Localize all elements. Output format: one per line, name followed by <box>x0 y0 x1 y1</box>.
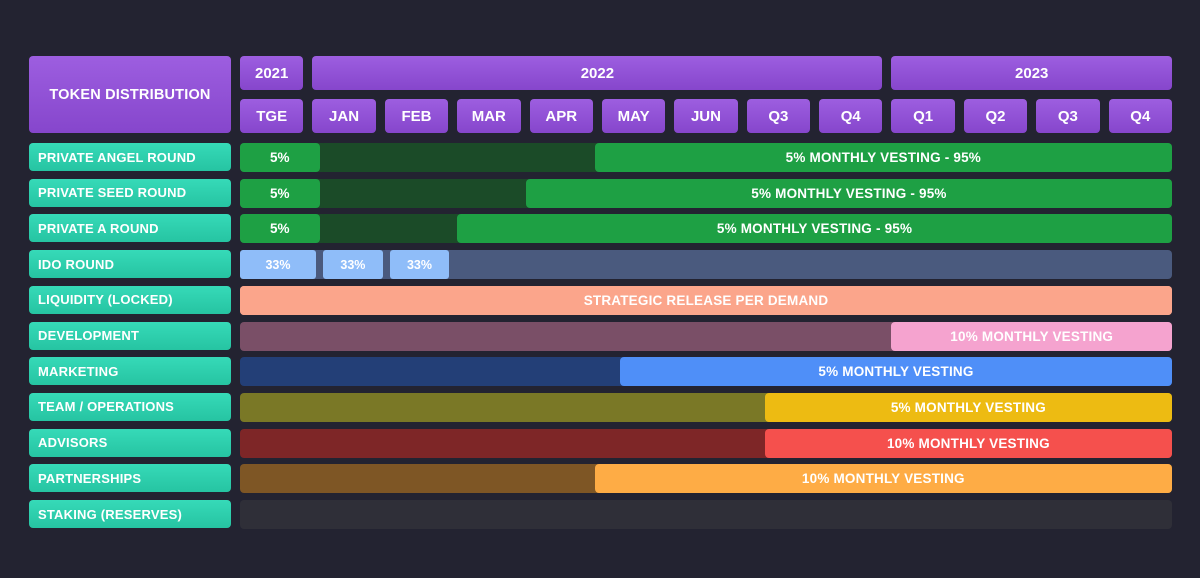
row-track-staking-reserves <box>240 500 1172 529</box>
row-segment-development-0: 10% MONTHLY VESTING <box>891 321 1172 351</box>
row-segment-liquidity-locked-0: STRATEGIC RELEASE PER DEMAND <box>240 285 1172 315</box>
year-header-2022: 2022 <box>312 56 883 90</box>
period-header-mar-3: MAR <box>457 99 521 133</box>
row-label-private-seed-round: PRIVATE SEED ROUND <box>29 178 231 207</box>
row-segment-marketing-0: 5% MONTHLY VESTING <box>620 357 1172 387</box>
row-label-private-angel-round: PRIVATE ANGEL ROUND <box>29 143 231 171</box>
period-header-q4-12: Q4 <box>1108 99 1172 133</box>
period-header-tge-0: TGE <box>240 99 304 133</box>
row-segment-private-a-round-2: 5% MONTHLY VESTING - 95% <box>457 214 1172 244</box>
period-header-q1-9: Q1 <box>891 99 955 133</box>
year-header-2023: 2023 <box>891 56 1172 90</box>
row-label-liquidity-locked: LIQUIDITY (LOCKED) <box>29 285 231 314</box>
row-segment-private-angel-round-0: 5% <box>240 143 320 172</box>
row-label-development: DEVELOPMENT <box>29 321 231 350</box>
chart-title: TOKEN DISTRIBUTION <box>29 56 231 133</box>
row-segment-ido-round-1: 33% <box>323 250 383 280</box>
period-header-apr-4: APR <box>529 99 593 133</box>
row-segment-private-seed-round-2: 5% MONTHLY VESTING - 95% <box>525 178 1172 208</box>
period-header-q4-8: Q4 <box>819 99 883 133</box>
row-segment-advisors-0: 10% MONTHLY VESTING <box>764 428 1172 458</box>
row-segment-partnerships-0: 10% MONTHLY VESTING <box>594 464 1172 494</box>
row-segment-ido-round-0: 33% <box>240 250 316 280</box>
row-segment-private-angel-round-2: 5% MONTHLY VESTING - 95% <box>594 143 1172 172</box>
period-header-jun-6: JUN <box>674 99 738 133</box>
row-label-staking-reserves: STAKING (RESERVES) <box>29 500 231 528</box>
period-header-may-5: MAY <box>601 99 666 133</box>
row-segment-private-a-round-0: 5% <box>240 214 320 244</box>
row-label-advisors: ADVISORS <box>29 428 231 457</box>
row-label-marketing: MARKETING <box>29 357 231 386</box>
row-label-partnerships: PARTNERSHIPS <box>29 464 231 493</box>
period-header-feb-2: FEB <box>384 99 449 133</box>
row-label-team-operations: TEAM / OPERATIONS <box>29 392 231 421</box>
row-segment-private-seed-round-1 <box>319 178 526 208</box>
period-header-q2-10: Q2 <box>963 99 1028 133</box>
year-header-2021: 2021 <box>240 56 304 90</box>
row-segment-private-a-round-1 <box>319 214 458 244</box>
row-segment-private-angel-round-1 <box>319 143 595 172</box>
period-header-q3-7: Q3 <box>746 99 811 133</box>
row-label-private-a-round: PRIVATE A ROUND <box>29 214 231 243</box>
period-header-jan-1: JAN <box>312 99 376 133</box>
row-segment-ido-round-2: 33% <box>389 250 450 280</box>
row-label-ido-round: IDO ROUND <box>29 250 231 279</box>
period-header-q3-11: Q3 <box>1036 99 1100 133</box>
row-segment-team-operations-0: 5% MONTHLY VESTING <box>764 392 1172 422</box>
row-segment-private-seed-round-0: 5% <box>240 178 320 208</box>
